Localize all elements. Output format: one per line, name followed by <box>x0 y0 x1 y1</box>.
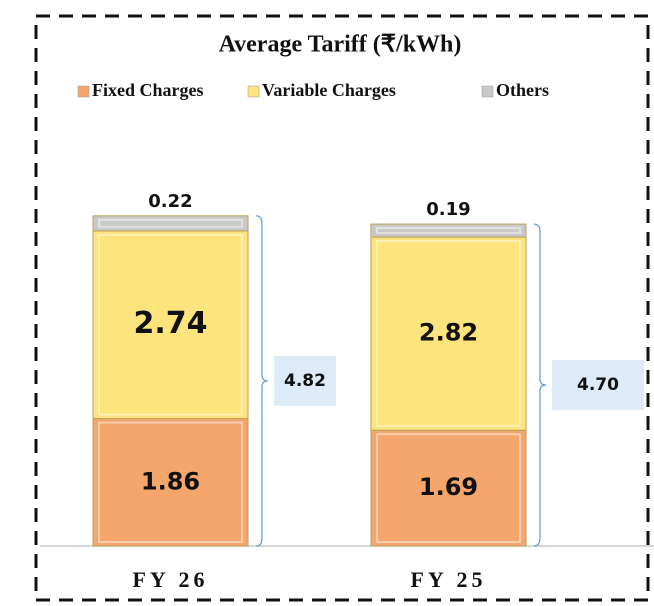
frame <box>34 14 650 602</box>
bar-segment <box>92 215 249 232</box>
total-brace <box>533 223 547 547</box>
data-label: 2.82 <box>419 319 478 347</box>
data-label: 1.69 <box>419 473 478 501</box>
total-box <box>552 360 644 411</box>
total-box <box>274 355 336 406</box>
bar-bevel <box>376 227 521 235</box>
total-brace <box>255 215 269 547</box>
total-label: 4.70 <box>577 375 619 395</box>
bar-bevel <box>98 233 243 416</box>
x-tick-label: FY 26 <box>132 567 208 592</box>
legend-swatch <box>481 85 494 98</box>
data-label: 1.86 <box>141 467 200 495</box>
legend-swatch <box>77 85 90 98</box>
chart-title: Average Tariff (₹/kWh) <box>219 32 462 58</box>
legend-swatch <box>247 85 260 98</box>
bar-segment <box>370 236 527 431</box>
legend-label: Others <box>496 80 549 100</box>
bar-bevel <box>98 218 243 228</box>
data-label: 2.74 <box>133 306 207 341</box>
bar-segment <box>92 230 249 420</box>
legend-label: Variable Charges <box>262 80 396 100</box>
x-tick-label: FY 25 <box>410 567 486 592</box>
bar-bevel <box>98 421 243 543</box>
bar-bevel <box>376 240 521 428</box>
data-label: 0.22 <box>148 191 192 212</box>
bar-bevel <box>376 433 521 543</box>
legend-label: Fixed Charges <box>92 80 204 100</box>
bar-segment <box>92 418 249 547</box>
total-label: 4.82 <box>284 371 326 391</box>
bar-segment <box>370 223 527 238</box>
data-label: 0.19 <box>426 199 470 220</box>
